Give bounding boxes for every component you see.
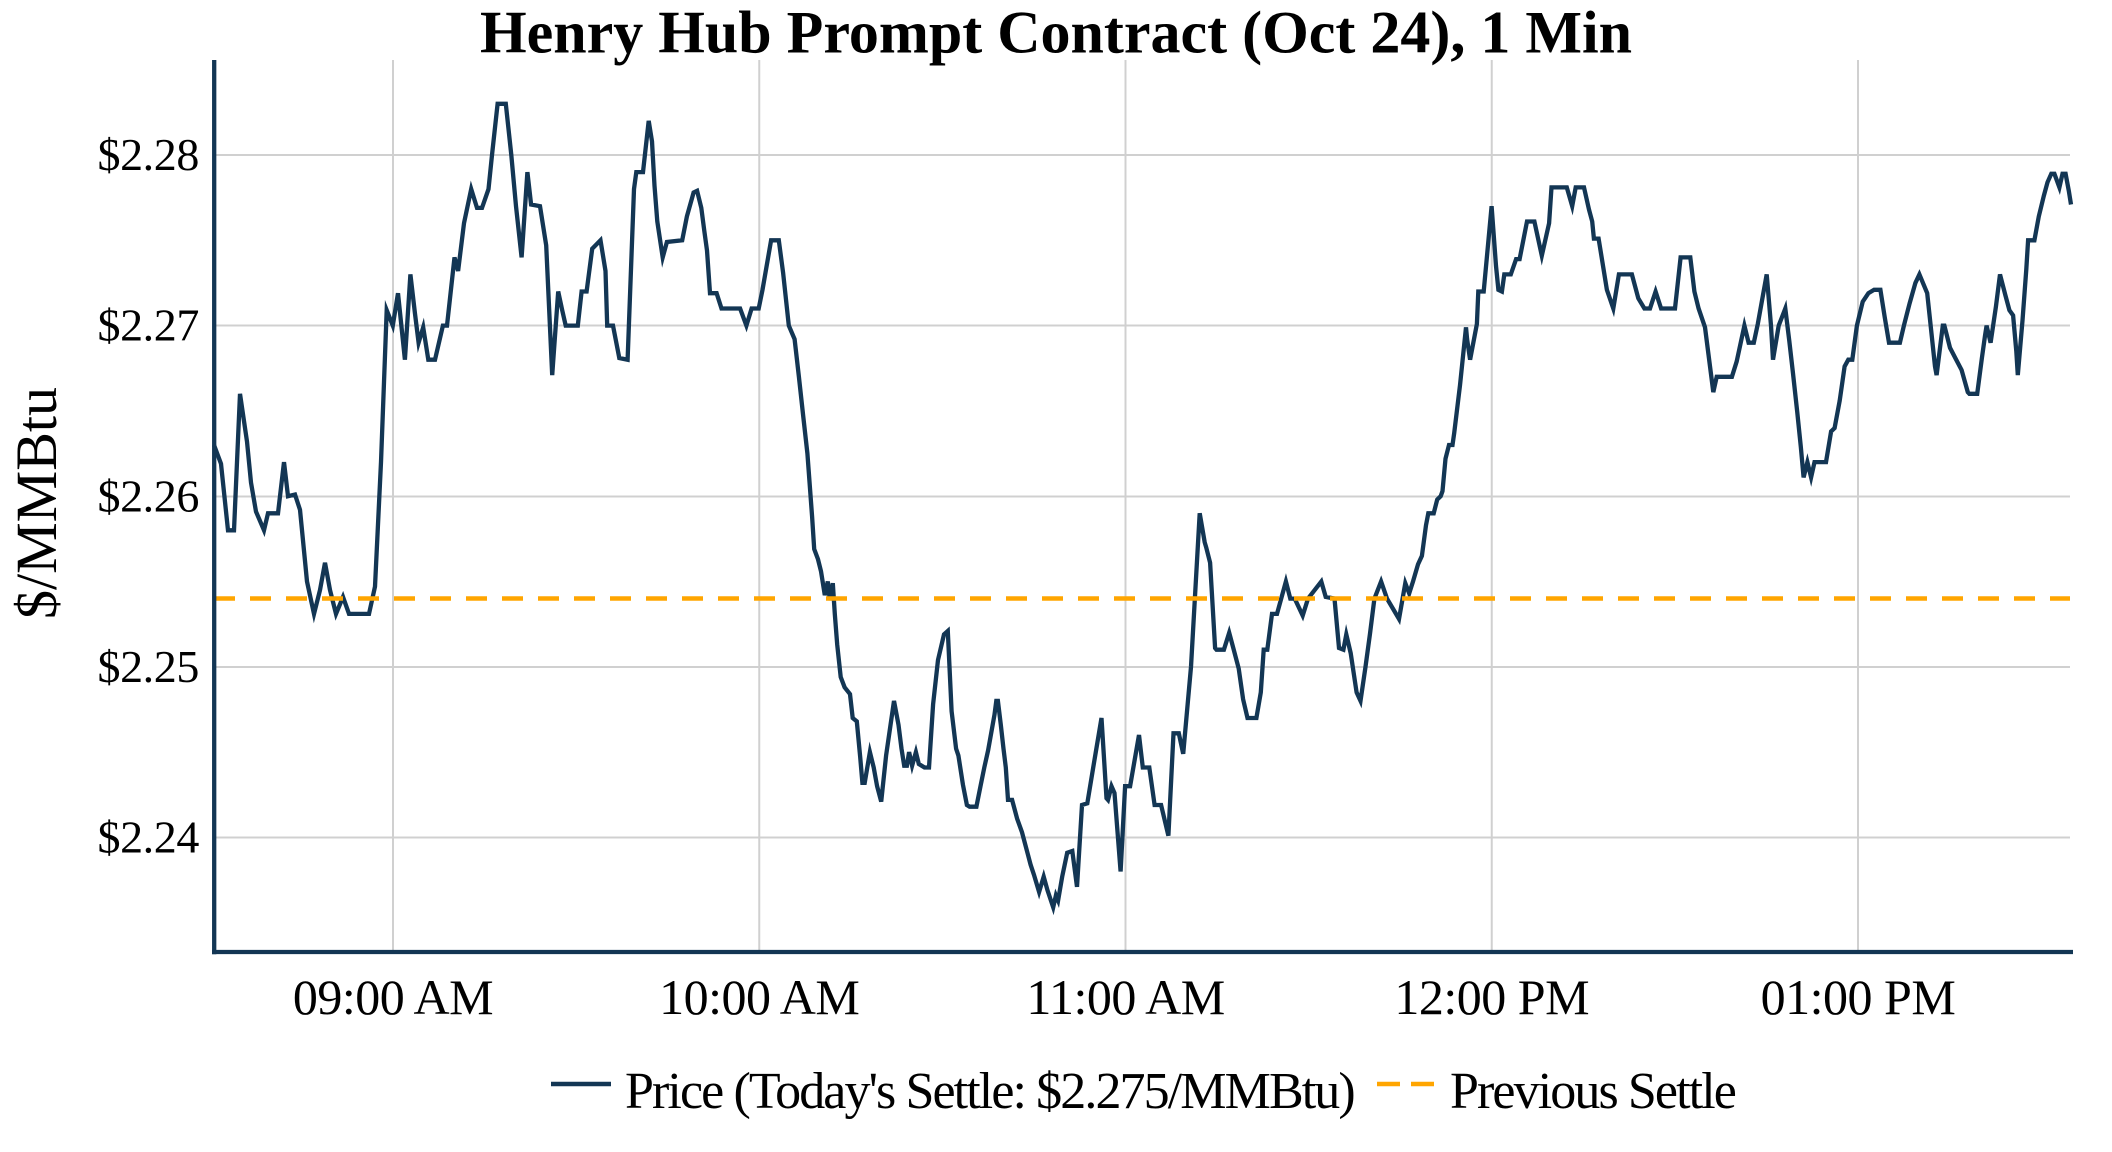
svg-text:12:00 PM: 12:00 PM (1394, 969, 1589, 1025)
svg-text:Previous Settle: Previous Settle (1450, 1063, 1736, 1120)
svg-text:09:00 AM: 09:00 AM (293, 969, 493, 1025)
svg-text:10:00 AM: 10:00 AM (659, 969, 859, 1025)
svg-text:$2.26: $2.26 (97, 471, 199, 522)
svg-text:01:00 PM: 01:00 PM (1761, 969, 1956, 1025)
svg-text:$2.28: $2.28 (97, 129, 199, 180)
svg-text:$2.24: $2.24 (97, 812, 199, 863)
svg-text:11:00 AM: 11:00 AM (1026, 969, 1224, 1025)
svg-text:Price (Today's Settle: $2.275/: Price (Today's Settle: $2.275/MMBtu) (625, 1063, 1354, 1120)
svg-text:$2.27: $2.27 (97, 300, 199, 351)
svg-text:$/MMBtu: $/MMBtu (4, 387, 69, 619)
svg-text:Henry Hub Prompt Contract (Oct: Henry Hub Prompt Contract (Oct 24), 1 Mi… (480, 0, 1632, 66)
svg-text:$2.25: $2.25 (97, 641, 199, 692)
